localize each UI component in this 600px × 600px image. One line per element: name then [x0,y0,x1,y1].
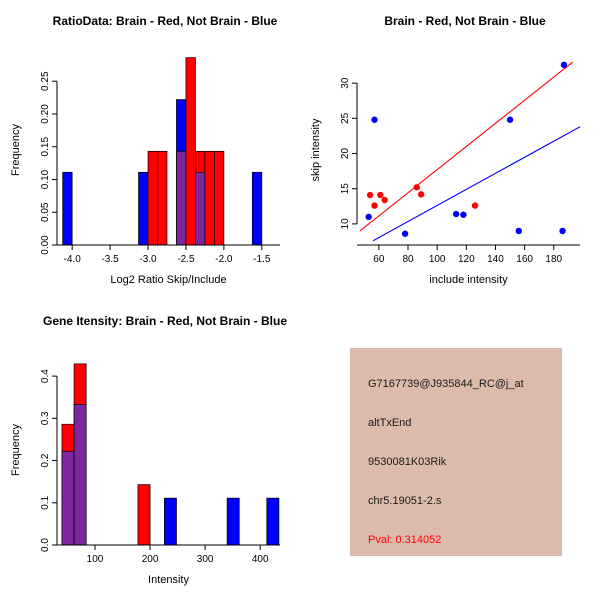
svg-text:-2.5: -2.5 [177,254,195,265]
svg-text:180: 180 [545,254,562,265]
svg-text:160: 160 [516,254,533,265]
svg-text:100: 100 [429,254,446,265]
svg-text:-3.0: -3.0 [139,254,157,265]
svg-text:Frequency: Frequency [10,424,22,476]
svg-text:300: 300 [197,554,214,565]
panel-gene-info: G7167739@J935844_RC@j_at altTxEnd 953008… [300,300,600,600]
svg-text:0.3: 0.3 [40,411,51,425]
gene-intensity-plot: 100 200 300 400 0.0 0.1 0.2 0.3 0.4 Intensity Freq… [10,363,280,586]
svg-text:60: 60 [373,254,385,265]
intensity-scatter-title: Brain - Red, Not Brain - Blue [384,14,546,28]
svg-text:include intensity: include intensity [429,274,508,286]
svg-text:200: 200 [142,554,159,565]
svg-text:-4.0: -4.0 [64,254,82,265]
svg-text:0.25: 0.25 [40,71,51,91]
svg-text:0.4: 0.4 [40,369,51,383]
intensity-scatter-plot: 60 80 100 120 140 160 180 10 15 20 25 30 include int… [310,61,581,286]
gene-intensity-title: Gene Itensity: Brain - Red, Not Brain - … [42,314,288,328]
svg-text:-1.5: -1.5 [253,254,271,265]
ratio-histogram-plot: -4.0 -3.5 -3.0 -2.5 -2.0 -1.5 0.00 0.05 0.10 0.15… [10,57,280,286]
svg-text:0.1: 0.1 [40,495,51,509]
panel-gene-intensity-histogram: Gene Itensity: Brain - Red, Not Brain - … [0,300,300,600]
svg-text:0.15: 0.15 [40,137,51,157]
svg-text:-2.0: -2.0 [215,254,233,265]
svg-text:15: 15 [340,183,351,195]
svg-text:0.2: 0.2 [40,453,51,467]
probe-id-text: G7167739@J935844_RC@j_at [368,378,524,390]
svg-text:0.00: 0.00 [40,235,51,255]
svg-text:30: 30 [340,77,351,89]
panel-ratio-histogram: RatioData: Brain - Red, Not Brain - Blue… [0,0,300,300]
event-type-text: altTxEnd [368,417,412,429]
gene-symbol-text: 9530081K03Rik [368,456,447,468]
svg-text:140: 140 [487,254,504,265]
svg-text:Frequency: Frequency [10,124,22,176]
svg-text:0.20: 0.20 [40,104,51,124]
svg-text:0.10: 0.10 [40,169,51,189]
svg-text:120: 120 [458,254,475,265]
svg-text:Log2 Ratio Skip/Include: Log2 Ratio Skip/Include [110,274,226,286]
pval-text: Pval: 0.314052 [368,534,442,546]
svg-text:0.0: 0.0 [40,538,51,552]
svg-text:10: 10 [340,218,351,230]
panel-intensity-scatter: Brain - Red, Not Brain - Blue 60 80 100 120… [300,0,600,300]
svg-text:-3.5: -3.5 [101,254,119,265]
locus-text: chr5.19051-2.s [368,495,442,507]
svg-text:400: 400 [252,554,269,565]
svg-text:80: 80 [402,254,414,265]
svg-text:100: 100 [87,554,104,565]
gene-info-box: G7167739@J935844_RC@j_at altTxEnd 953008… [350,348,562,556]
svg-text:20: 20 [340,148,351,160]
svg-text:skip intensity: skip intensity [310,118,322,181]
svg-text:0.05: 0.05 [40,202,51,222]
svg-text:Intensity: Intensity [148,574,189,586]
ratio-histogram-title: RatioData: Brain - Red, Not Brain - Blue [52,14,278,28]
svg-text:25: 25 [340,112,351,124]
